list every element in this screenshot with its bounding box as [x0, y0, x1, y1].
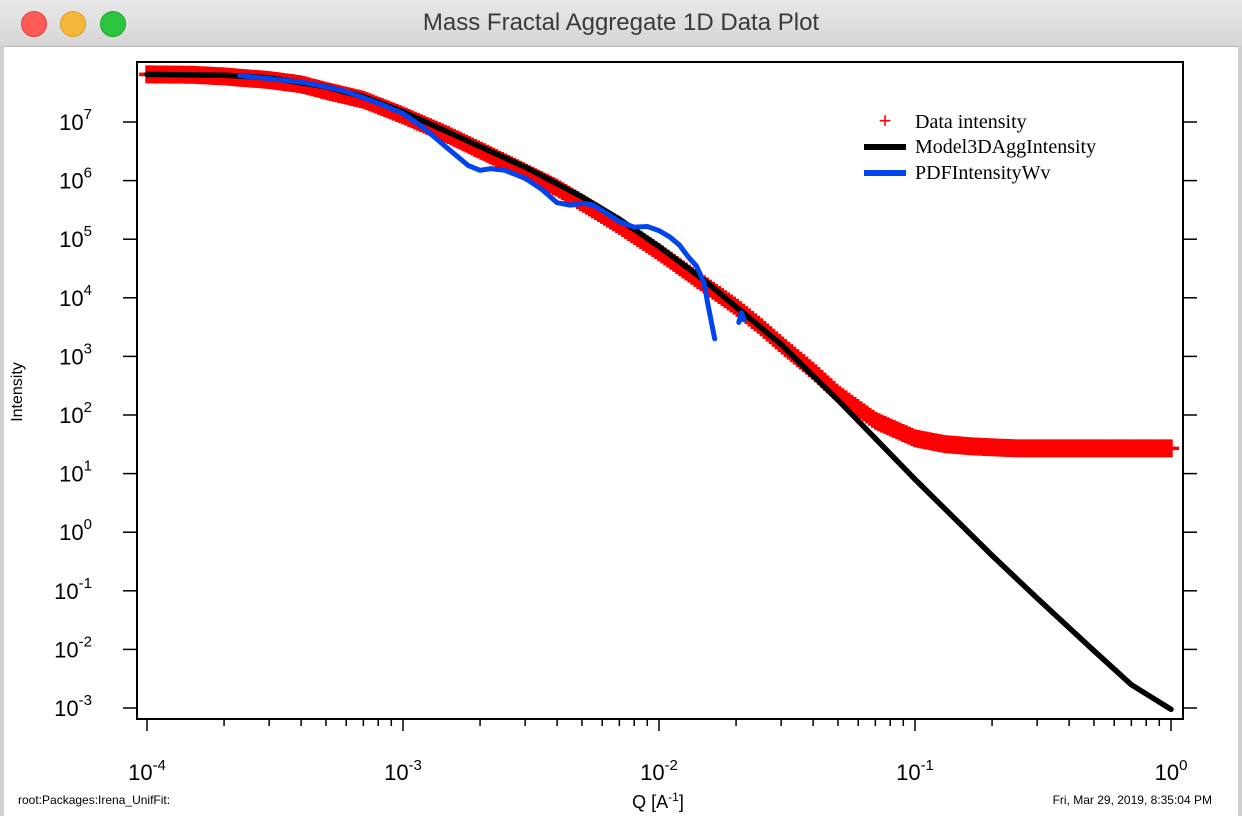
- x-axis-title: Q [A-1]: [632, 790, 684, 812]
- y-tick-label: 10-3: [54, 692, 92, 721]
- window-right-edge: [1238, 46, 1242, 816]
- footer-timestamp: Fri, Mar 29, 2019, 8:35:04 PM: [1053, 793, 1212, 807]
- window-left-edge: [0, 46, 4, 816]
- y-tick-label: 10-2: [54, 633, 92, 662]
- x-tick-label: 10-1: [896, 757, 934, 785]
- y-tick-label: 102: [59, 399, 92, 428]
- y-tick-label: 107: [59, 106, 92, 135]
- y-tick-label: 103: [59, 340, 92, 369]
- legend-label-data: Data intensity: [915, 111, 1027, 133]
- x-tick-label: 10-4: [128, 757, 166, 785]
- y-tick-label: 10-1: [54, 575, 92, 604]
- y-axis: 107 106 105 104 103 102 101 100 10-1 10-2 10-3: [54, 106, 1197, 721]
- data-marker: [1163, 439, 1179, 458]
- series-pdf-line: [237, 73, 718, 342]
- y-tick-label: 106: [59, 165, 92, 194]
- legend-marker-data: +: [879, 108, 892, 133]
- legend-label-model: Model3DAggIntensity: [915, 136, 1096, 158]
- y-axis-title: Intensity: [9, 362, 26, 422]
- x-tick-label: 100: [1155, 757, 1188, 785]
- footer-data-folder: root:Packages:Irena_UnifFit:: [18, 793, 170, 807]
- series-pdf-fragment: [736, 310, 747, 325]
- series-layer: [139, 65, 1179, 713]
- window-title: Mass Fractal Aggregate 1D Data Plot: [422, 9, 820, 36]
- y-tick-label: 104: [59, 282, 92, 311]
- plot-frame: [136, 61, 1184, 720]
- y-tick-label: 105: [59, 223, 92, 252]
- legend: + Data intensity Model3DAggIntensity PDF…: [864, 108, 1096, 184]
- minimize-button[interactable]: [60, 11, 86, 37]
- zoom-button[interactable]: [100, 11, 126, 37]
- x-tick-label: 10-3: [384, 757, 422, 785]
- legend-label-pdf: PDFIntensityWv: [915, 162, 1051, 184]
- close-button[interactable]: [21, 11, 47, 37]
- y-tick-label: 100: [59, 516, 92, 545]
- y-tick-label: 101: [59, 458, 92, 487]
- x-tick-label: 10-2: [640, 757, 678, 785]
- title-bar[interactable]: Mass Fractal Aggregate 1D Data Plot: [0, 0, 1242, 47]
